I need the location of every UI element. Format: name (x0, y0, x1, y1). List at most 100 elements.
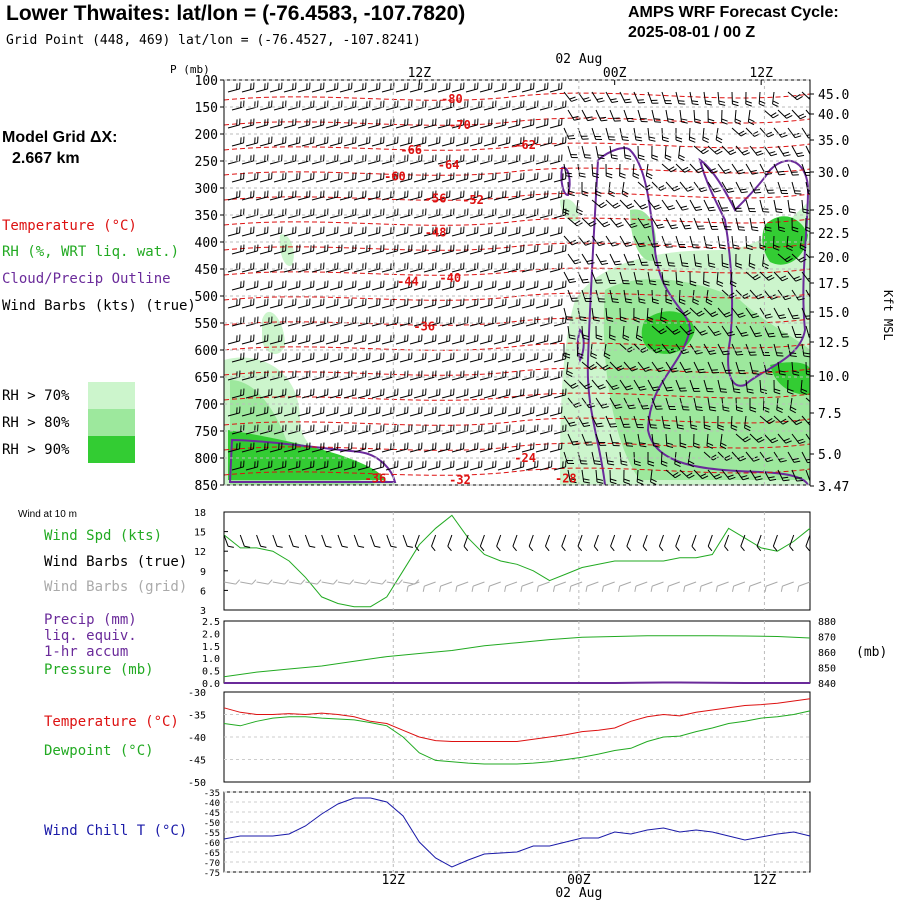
wind-barb (609, 361, 625, 372)
barb-flag (636, 337, 643, 342)
barb-flag (732, 100, 739, 104)
barb-flag (491, 370, 493, 377)
barb-flag (509, 316, 511, 323)
wind-barb (423, 154, 437, 165)
barb-flag (760, 388, 767, 392)
barb-shaft (465, 448, 478, 453)
barb-shaft (688, 127, 691, 141)
wind-barb (535, 226, 549, 237)
barb-flag (576, 222, 583, 227)
barb-shaft (544, 534, 551, 547)
wind-barb (367, 190, 381, 201)
wind-barb (325, 334, 339, 345)
barb-shaft (423, 448, 436, 453)
barb-shaft (423, 268, 436, 273)
barb-flag (453, 280, 455, 287)
wind-barb-grid (683, 581, 697, 592)
barb-shaft (689, 199, 697, 211)
barb-flag (450, 137, 452, 144)
barb-shaft (469, 286, 482, 291)
wind-barb (311, 406, 325, 417)
barb-shaft (399, 394, 412, 399)
wind-barb (693, 253, 702, 268)
barb-flag (702, 475, 709, 480)
barb-flag (365, 190, 367, 197)
barb-flag (576, 211, 583, 216)
barb-flag (652, 442, 660, 445)
barb-flag (520, 586, 523, 592)
barb-shaft (283, 196, 296, 201)
barb-flag (640, 445, 647, 448)
wind-barb (441, 100, 455, 111)
barb-shaft (661, 415, 665, 428)
wind-barb-grid (289, 579, 306, 585)
barb-flag (583, 424, 591, 427)
barb-flag (668, 406, 676, 408)
barb-flag (534, 245, 536, 252)
barb-flag (236, 227, 238, 234)
model-grid-spacing: Model Grid ΔX: 2.667 km (2, 127, 118, 169)
wind-panel-frame (223, 511, 811, 611)
barb-flag (649, 280, 656, 283)
barb-flag (292, 227, 294, 234)
barb-flag (772, 114, 779, 119)
barb-flag (278, 83, 280, 90)
barb-flag (749, 351, 756, 353)
barb-flag (545, 545, 550, 552)
wind-barb (605, 451, 615, 466)
barb-flag (800, 391, 807, 395)
barb-flag (446, 119, 448, 126)
wind-barb (777, 433, 792, 444)
wind-barb (521, 154, 535, 165)
wind-barb (385, 172, 399, 183)
wind-barb (353, 262, 367, 273)
barb-flag (477, 226, 479, 233)
barb-shaft (633, 235, 640, 247)
wind-barb (479, 190, 493, 201)
barb-shaft (603, 581, 615, 587)
wind-barb (339, 370, 353, 381)
barb-shaft (315, 250, 328, 255)
pressure-tick-label: 750 (195, 425, 218, 440)
barb-shaft (675, 379, 681, 392)
barb-flag (562, 353, 564, 360)
barb-flag (467, 136, 469, 143)
barb-shaft (227, 412, 240, 417)
barb-shaft (619, 415, 625, 428)
barb-flag (675, 136, 683, 140)
barb-flag (264, 191, 266, 198)
barb-shaft (381, 304, 394, 309)
barb-flag (749, 262, 756, 266)
barb-flag (638, 385, 645, 389)
wind-barb (563, 451, 575, 464)
barb-flag (568, 190, 575, 194)
wind-barb (315, 388, 329, 399)
barb-shaft (357, 214, 370, 219)
barb-shaft (381, 232, 394, 237)
barb-flag (239, 190, 241, 197)
barb-flag (558, 443, 560, 450)
barb-shaft (521, 88, 534, 93)
barb-flag (264, 155, 266, 162)
wind-barb (581, 253, 595, 265)
barb-flag (323, 442, 325, 449)
rh80-swatch (88, 409, 135, 436)
barb-flag (628, 264, 636, 266)
barb-shaft (679, 325, 689, 336)
wind-barb (287, 172, 301, 183)
barb-flag (533, 298, 535, 305)
barb-shaft (241, 376, 254, 381)
barb-flag (478, 281, 480, 288)
barb-flag (661, 463, 668, 467)
barb-shaft (255, 160, 268, 165)
barb-flag (254, 389, 256, 396)
barb-flag (708, 121, 715, 125)
barb-flag (435, 190, 437, 197)
wind-barb (245, 352, 259, 363)
barb-flag (383, 100, 385, 107)
barb-flag (577, 355, 584, 359)
wind-barb (273, 244, 287, 255)
wind-barb (297, 82, 311, 93)
barb-shaft (647, 379, 655, 391)
barb-shaft (325, 124, 338, 129)
